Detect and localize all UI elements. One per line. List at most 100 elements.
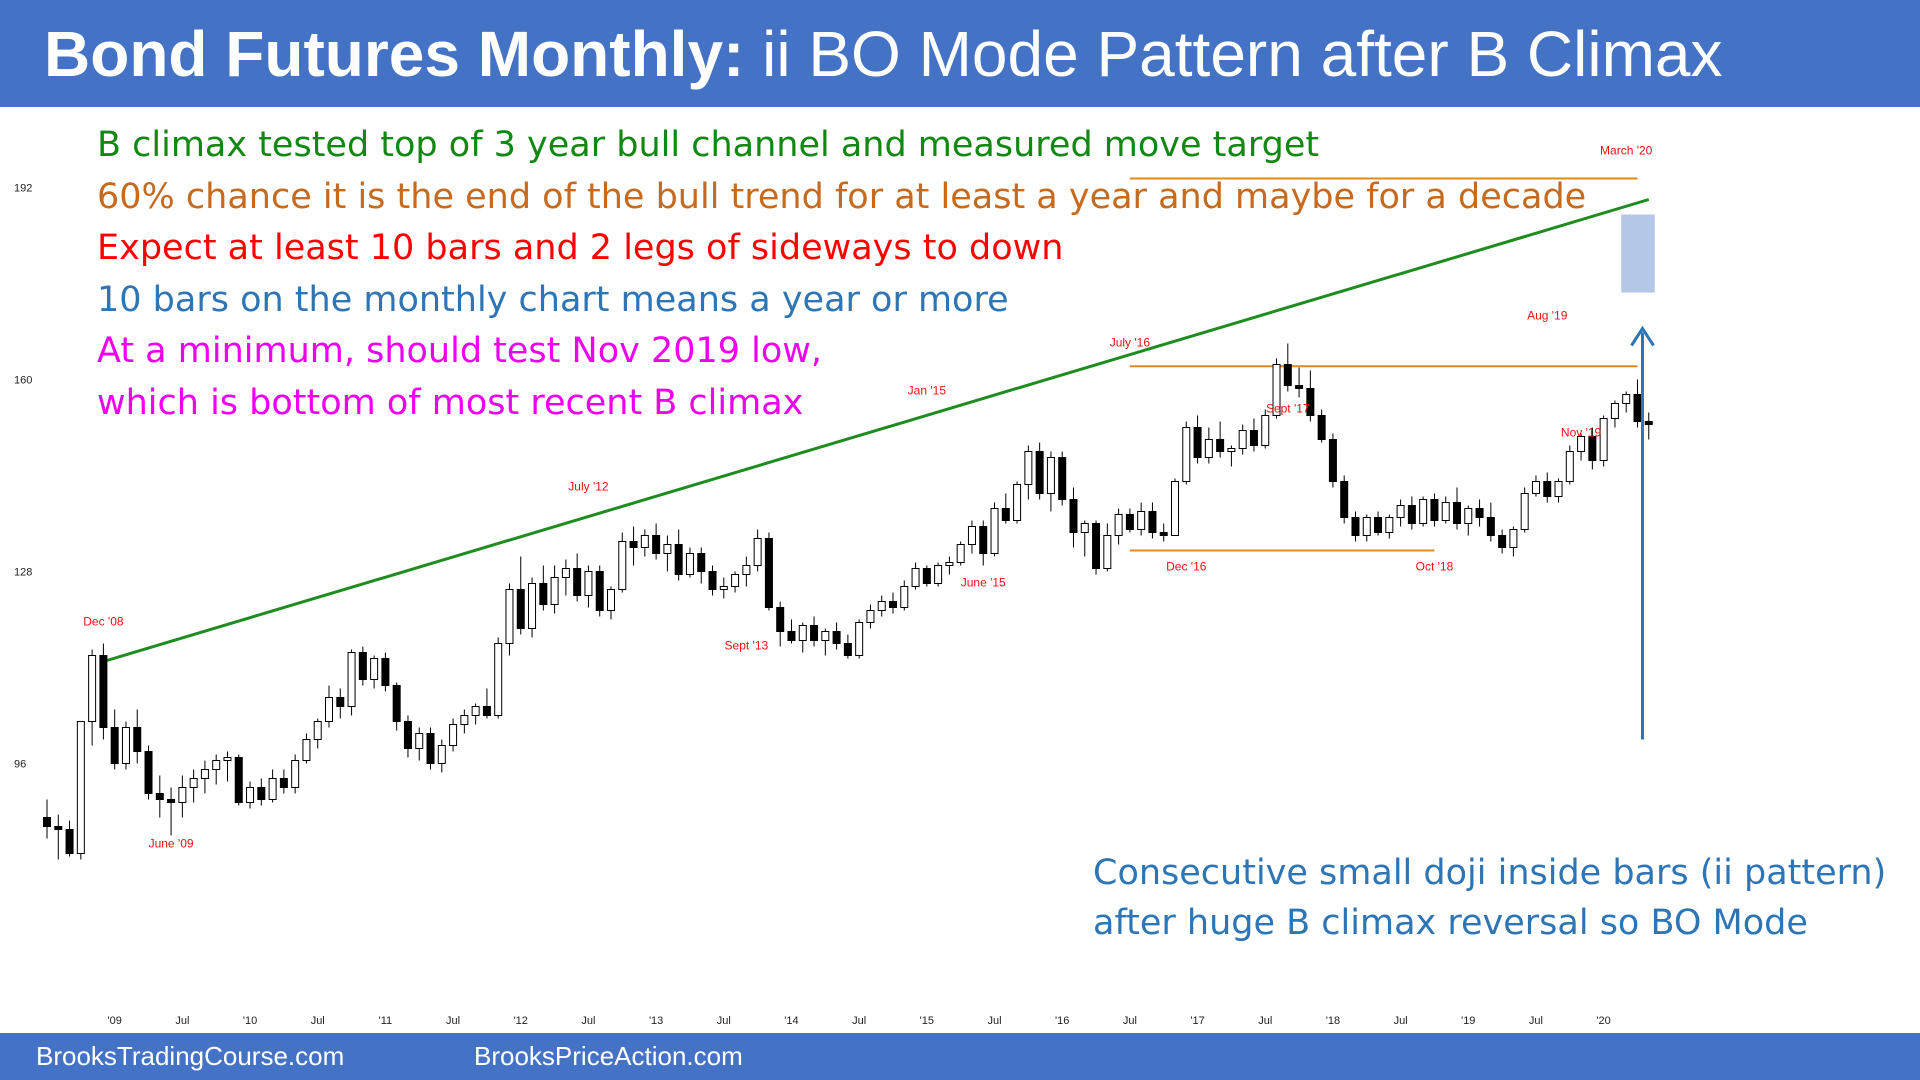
candle [347, 649, 356, 716]
candle [1622, 391, 1631, 413]
candle [291, 754, 300, 794]
swing-label: July '16 [1110, 336, 1151, 350]
candle [810, 616, 819, 647]
candle [279, 769, 288, 794]
candle-body [505, 589, 514, 644]
candle-body [539, 583, 548, 605]
candle [415, 727, 424, 761]
candle [1633, 379, 1642, 428]
candle [990, 502, 999, 557]
candle [516, 556, 525, 635]
candle [708, 565, 717, 596]
note-line: 60% chance it is the end of the bull tre… [97, 176, 1587, 217]
x-tick-label: Jul [581, 1015, 595, 1027]
candle-body [1328, 439, 1337, 482]
candle [381, 652, 390, 692]
candle [1328, 433, 1337, 488]
candle-body [1114, 514, 1123, 536]
candle-body [528, 583, 537, 629]
candle [1509, 526, 1518, 557]
candle [1148, 502, 1157, 539]
footer-right-site: BrooksPriceAction.com [474, 1041, 743, 1071]
candle-body [403, 721, 412, 749]
candle [764, 532, 773, 611]
candle-body [967, 526, 976, 545]
candle [719, 577, 728, 599]
ii-pattern-annotation: Consecutive small doji inside bars (ii p… [1093, 848, 1886, 948]
candle [550, 565, 559, 614]
candle-body [1069, 499, 1078, 533]
candle [133, 709, 142, 764]
candle [561, 559, 570, 596]
candle [595, 565, 604, 617]
title-bar: Bond Futures Monthly: ii BO Mode Pattern… [0, 0, 1920, 107]
note-line: At a minimum, should test Nov 2019 low, [97, 331, 823, 371]
candle-body [1633, 394, 1642, 422]
candle-body [1272, 364, 1281, 416]
candle [911, 562, 920, 590]
candle [1486, 502, 1495, 542]
candle-body [110, 727, 119, 764]
note-line: Expect at least 10 bars and 2 legs of si… [97, 228, 1064, 268]
candle [889, 592, 897, 614]
candle-body [810, 625, 819, 641]
candle [584, 565, 593, 608]
bull-trend-line [102, 198, 1650, 663]
candle-body [1103, 535, 1112, 569]
y-tick-label: 160 [14, 375, 32, 387]
candle [1283, 343, 1292, 392]
candle-body [336, 697, 345, 707]
candle-body [1317, 415, 1326, 440]
candle [178, 775, 187, 818]
candle-body [708, 571, 717, 590]
candle [1340, 475, 1349, 524]
candle-body [291, 760, 300, 788]
candle [1035, 442, 1044, 500]
candle-body [1216, 439, 1225, 452]
candle [1498, 529, 1507, 554]
candle [1531, 475, 1540, 497]
candle [843, 634, 852, 659]
footer-left-site: BrooksTradingCourse.com [36, 1041, 345, 1071]
candle [1351, 511, 1360, 542]
candle-body [200, 769, 209, 779]
candle-body [561, 568, 570, 578]
candle-body [855, 622, 864, 656]
candle-body [866, 610, 875, 623]
candle [144, 745, 153, 800]
candle [1001, 493, 1010, 524]
candle [1362, 514, 1371, 542]
candle-body [934, 565, 943, 584]
candle [528, 577, 537, 638]
candle [1103, 523, 1112, 572]
candle-body [1137, 511, 1146, 530]
candle [1407, 496, 1416, 530]
candle-body [731, 574, 740, 587]
swing-label: Sept '13 [725, 639, 769, 653]
candle-body [640, 535, 649, 548]
candle-body [1599, 418, 1608, 461]
candle-body [1148, 511, 1157, 533]
candle-body [178, 787, 187, 803]
candle [1520, 487, 1529, 533]
candle-body [1351, 517, 1360, 536]
candle-body [381, 658, 390, 686]
candle-body [144, 751, 153, 794]
candle-body [246, 787, 255, 803]
y-tick-label: 128 [14, 567, 32, 579]
candle [1475, 499, 1484, 527]
candle-body [1644, 421, 1653, 425]
candle-body [1046, 457, 1055, 494]
candle-body [595, 571, 604, 611]
candle [1013, 481, 1022, 524]
candle [663, 535, 672, 572]
x-tick-label: Jul [1258, 1015, 1272, 1027]
candle [685, 547, 694, 578]
candle [731, 571, 740, 593]
x-tick-label: '14 [784, 1015, 798, 1027]
candle-body [911, 568, 920, 587]
page-title: Bond Futures Monthly: ii BO Mode Pattern… [44, 14, 1722, 94]
candle-body [325, 697, 333, 722]
candle [1554, 478, 1563, 503]
